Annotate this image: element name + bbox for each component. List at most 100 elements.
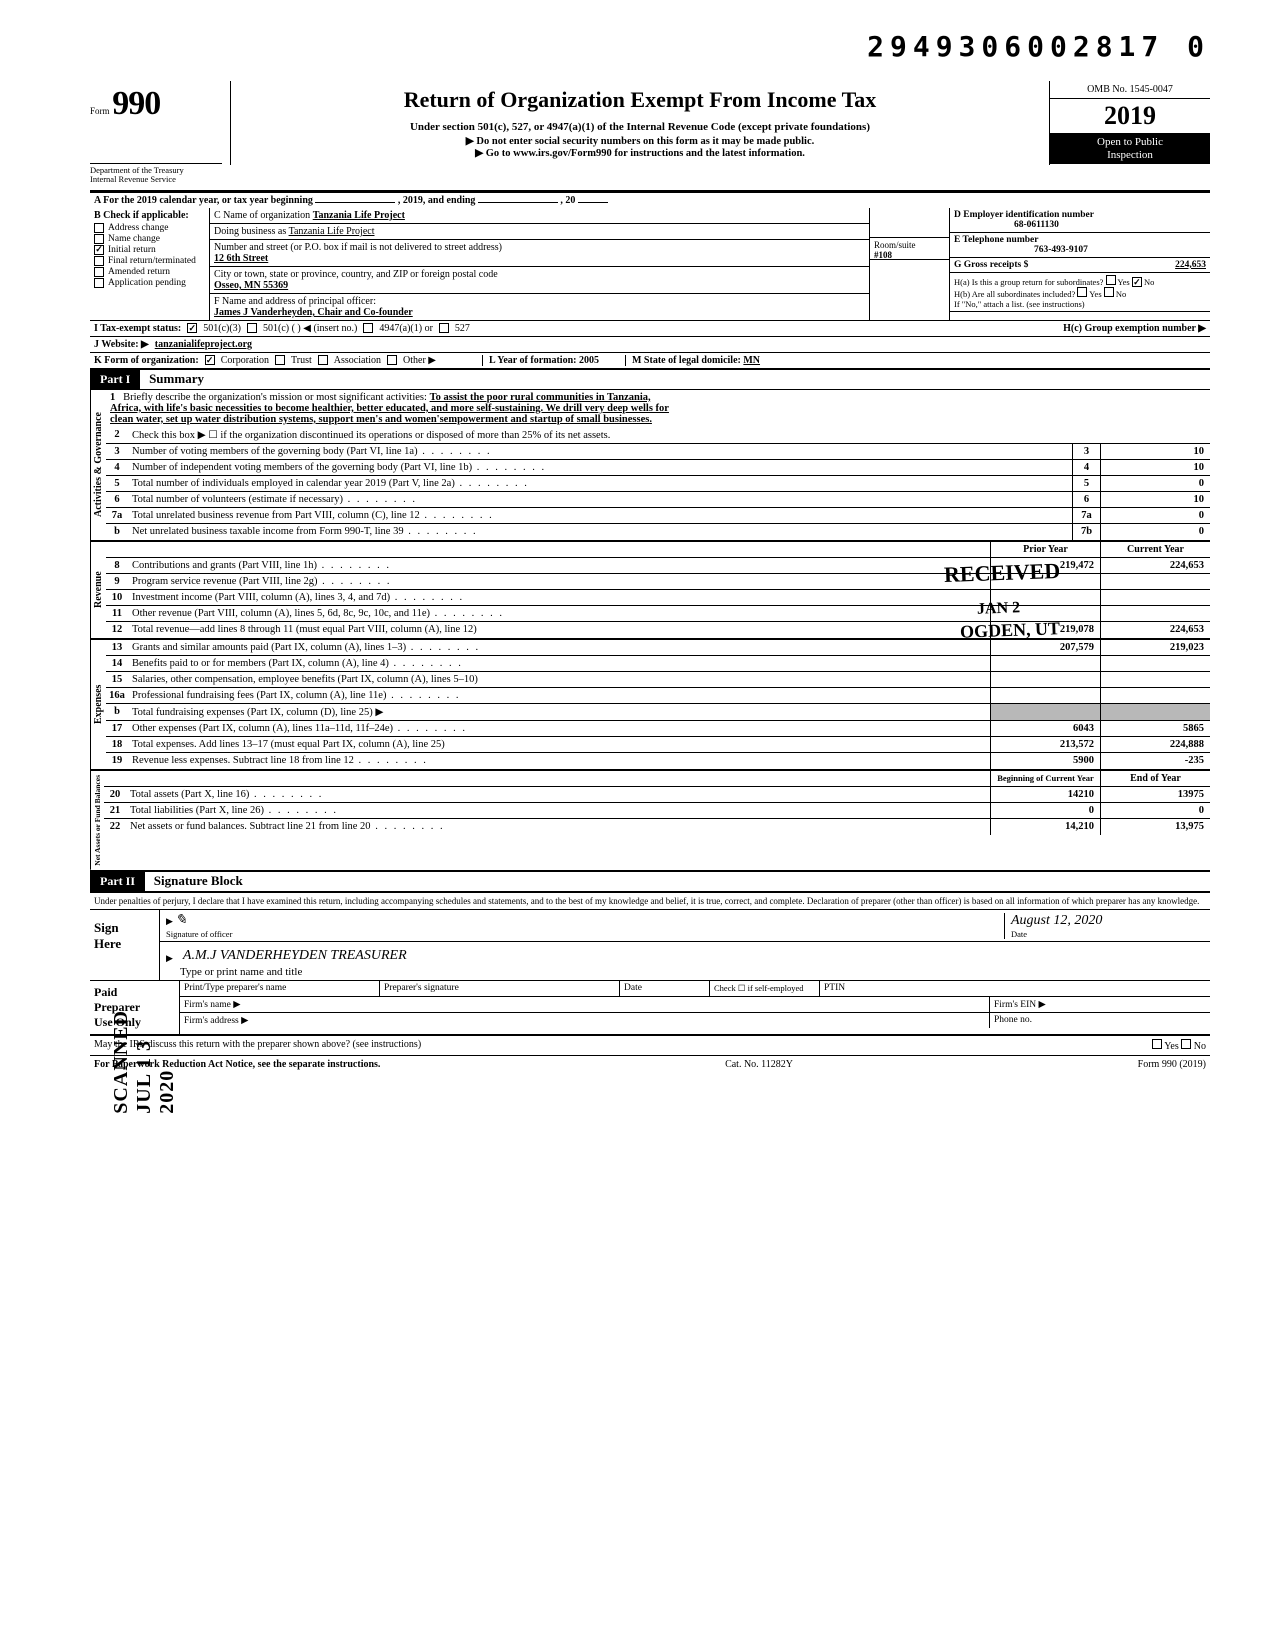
form-title: Return of Organization Exempt From Incom…	[241, 87, 1039, 113]
tax-year: 19	[1130, 101, 1156, 130]
ha-label: H(a) Is this a group return for subordin…	[954, 277, 1103, 287]
gov-row-3-num: 3	[106, 444, 128, 459]
exp-15-text: Salaries, other compensation, employee b…	[128, 672, 990, 687]
lbl-501c3: 501(c)(3)	[203, 323, 241, 334]
gov-row-5-text: Total number of individuals employed in …	[128, 476, 1072, 491]
exp-19-text: Revenue less expenses. Subtract line 18 …	[128, 753, 990, 769]
gov-row-2-text: Check this box ▶ ☐ if the organization d…	[128, 427, 1210, 443]
col-c-org-info: C Name of organization Tanzania Life Pro…	[210, 208, 870, 320]
scanned-stamp: SCANNED JUL 1 3 2020	[110, 1010, 179, 1114]
chk-name-change[interactable]	[94, 234, 104, 244]
rev-12-curr: 224,653	[1100, 622, 1210, 638]
lbl-527: 527	[455, 323, 470, 334]
chk-initial-return[interactable]	[94, 245, 104, 255]
chk-ha-yes[interactable]	[1106, 275, 1116, 285]
exp-17-num: 17	[106, 721, 128, 736]
chk-ha-no[interactable]	[1132, 277, 1142, 287]
hb-note: If "No," attach a list. (see instruction…	[954, 299, 1085, 309]
ptin-header: PTIN	[820, 981, 1210, 996]
footer-row: For Paperwork Reduction Act Notice, see …	[90, 1055, 1210, 1073]
chk-other[interactable]	[387, 355, 397, 365]
rev-8-num: 8	[106, 558, 128, 573]
net-22-num: 22	[104, 819, 126, 835]
chk-amended-return[interactable]	[94, 267, 104, 277]
net-20-end: 13975	[1100, 787, 1210, 802]
line-a-mid-label: , 2019, and ending	[398, 195, 476, 206]
rev-8-curr: 224,653	[1100, 558, 1210, 573]
form-prefix-label: Form	[90, 106, 110, 116]
form-instruction-2: ▶ Go to www.irs.gov/Form990 for instruct…	[241, 147, 1039, 159]
signature-label: Signature of officer	[166, 929, 232, 939]
gov-row-6-text: Total number of volunteers (estimate if …	[128, 492, 1072, 507]
net-22-beg: 14,210	[990, 819, 1100, 835]
chk-501c3[interactable]	[187, 323, 197, 333]
phone-value: 763-493-9107	[1034, 245, 1088, 255]
chk-4947[interactable]	[363, 323, 373, 333]
mission-num: 1	[110, 392, 115, 403]
chk-527[interactable]	[439, 323, 449, 333]
net-21-end: 0	[1100, 803, 1210, 818]
form-footer: Form 990 (2019)	[1138, 1059, 1206, 1070]
gov-row-7a-val: 0	[1100, 508, 1210, 523]
chk-discuss-yes[interactable]	[1152, 1039, 1162, 1049]
ein-value: 68-0611130	[1014, 220, 1059, 230]
gov-row-4-val: 10	[1100, 460, 1210, 475]
city-label: City or town, state or province, country…	[214, 269, 498, 280]
col-room-suite: Room/suite#108	[870, 208, 950, 320]
lbl-initial-return: Initial return	[108, 245, 156, 255]
lbl-corporation: Corporation	[221, 355, 269, 366]
lbl-4947: 4947(a)(1) or	[379, 323, 433, 334]
hb-label: H(b) Are all subordinates included?	[954, 289, 1075, 299]
col-de-identifiers: D Employer identification number68-06111…	[950, 208, 1210, 320]
rev-8-prior: 219,472	[990, 558, 1100, 573]
exp-19-prior: 5900	[990, 753, 1100, 769]
chk-final-return[interactable]	[94, 256, 104, 266]
revenue-block: Revenue Prior YearCurrent Year 8Contribu…	[90, 542, 1210, 640]
rev-11-curr	[1100, 606, 1210, 621]
name-label: C Name of organization	[214, 210, 310, 221]
gov-row-7b-text: Net unrelated business taxable income fr…	[128, 524, 1072, 540]
room-label: Room/suite	[874, 240, 916, 250]
gov-row-4-text: Number of independent voting members of …	[128, 460, 1072, 475]
chk-501c[interactable]	[247, 323, 257, 333]
dept-irs-label: Internal Revenue Service	[90, 175, 222, 184]
expenses-label: Expenses	[90, 640, 106, 769]
gov-row-5-num: 5	[106, 476, 128, 491]
irs-discuss-row: May the IRS discuss this return with the…	[90, 1036, 1210, 1055]
exp-17-prior: 6043	[990, 721, 1100, 736]
chk-hb-no[interactable]	[1104, 287, 1114, 297]
gov-row-7b-box: 7b	[1072, 524, 1100, 540]
exp-16a-curr	[1100, 688, 1210, 703]
firm-ein-label: Firm's EIN ▶	[990, 997, 1210, 1012]
addr-value: 12 6th Street	[214, 253, 268, 264]
gov-row-4-box: 4	[1072, 460, 1100, 475]
gov-row-7b-val: 0	[1100, 524, 1210, 540]
chk-association[interactable]	[318, 355, 328, 365]
exp-16b-text: Total fundraising expenses (Part IX, col…	[128, 704, 990, 720]
chk-address-change[interactable]	[94, 223, 104, 233]
phone-label: E Telephone number	[954, 235, 1038, 245]
end-year-header: End of Year	[1100, 771, 1210, 786]
exp-13-num: 13	[106, 640, 128, 655]
gov-row-7a-text: Total unrelated business revenue from Pa…	[128, 508, 1072, 523]
chk-application-pending[interactable]	[94, 278, 104, 288]
net-assets-block: Net Assets or Fund Balances Beginning of…	[90, 771, 1210, 872]
chk-discuss-no[interactable]	[1181, 1039, 1191, 1049]
lbl-hb-yes: Yes	[1089, 289, 1101, 299]
gov-row-7a-box: 7a	[1072, 508, 1100, 523]
chk-corporation[interactable]	[205, 355, 215, 365]
exp-16a-text: Professional fundraising fees (Part IX, …	[128, 688, 990, 703]
rev-9-curr	[1100, 574, 1210, 589]
mission-line-2: Africa, with life's basic necessities to…	[110, 403, 669, 414]
gov-row-4-num: 4	[106, 460, 128, 475]
net-20-text: Total assets (Part X, line 16)	[126, 787, 990, 802]
date-label: Date	[1011, 929, 1027, 939]
officer-label: F Name and address of principal officer:	[214, 296, 376, 307]
gov-row-3-val: 10	[1100, 444, 1210, 459]
chk-hb-yes[interactable]	[1077, 287, 1087, 297]
chk-trust[interactable]	[275, 355, 285, 365]
gov-row-6-val: 10	[1100, 492, 1210, 507]
form-subtitle: Under section 501(c), 527, or 4947(a)(1)…	[241, 121, 1039, 133]
net-20-num: 20	[104, 787, 126, 802]
line-i-tax-exempt: I Tax-exempt status: 501(c)(3) 501(c) ( …	[90, 321, 1210, 337]
